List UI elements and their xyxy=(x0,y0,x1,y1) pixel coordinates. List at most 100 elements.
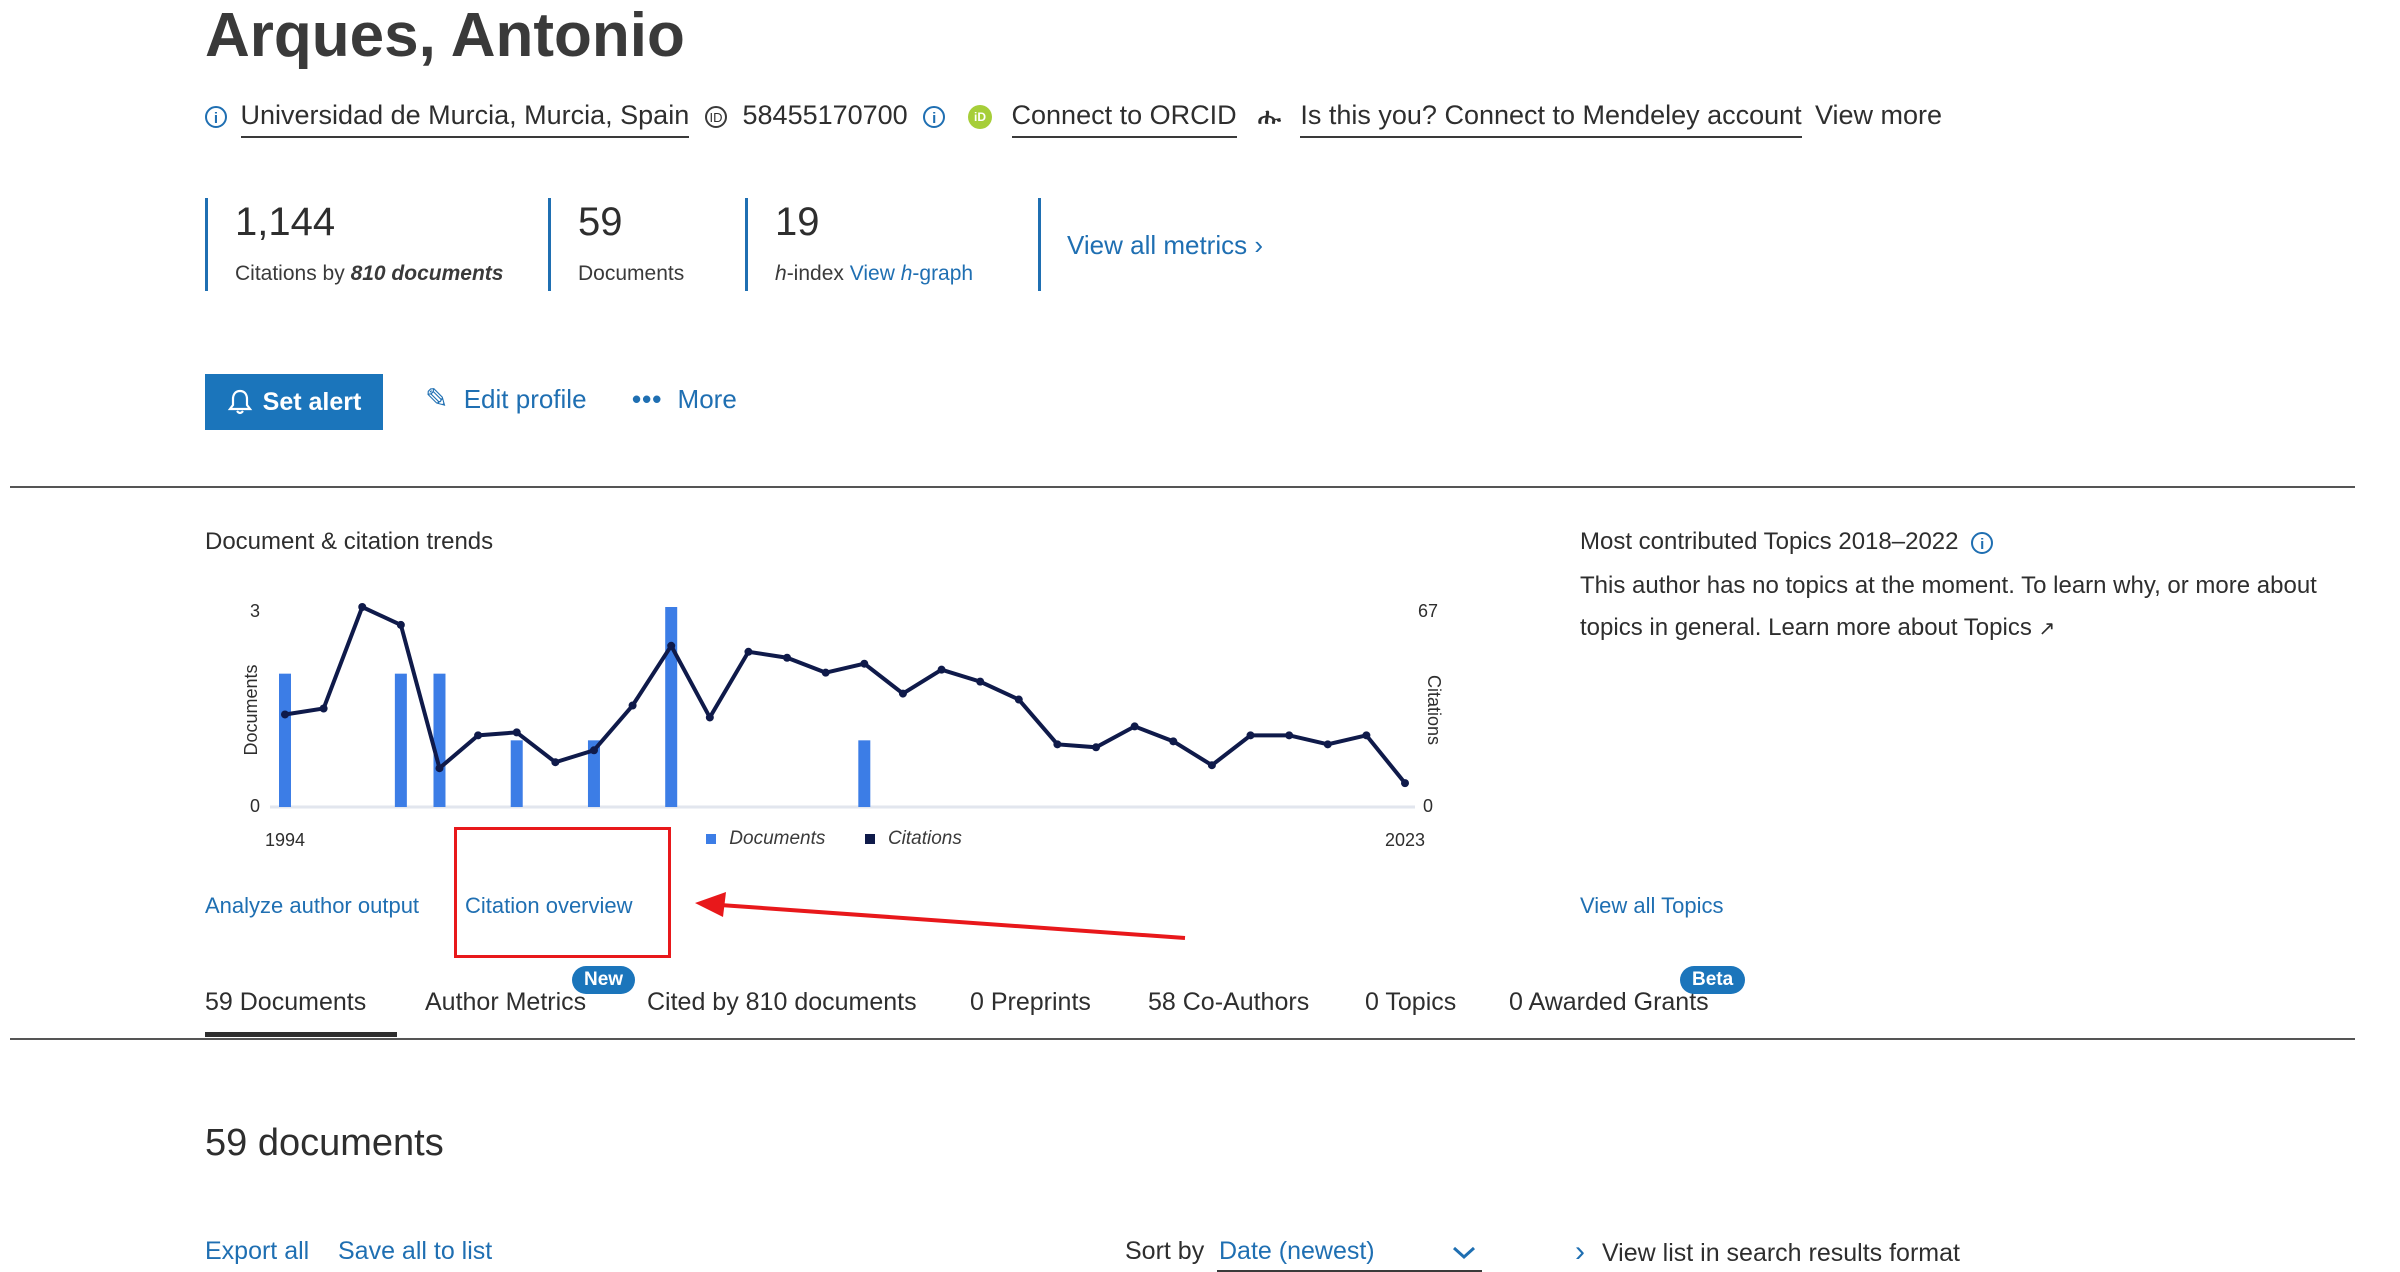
view-more-link[interactable]: View more xyxy=(1815,100,1943,130)
view-hgraph-link[interactable]: View h-graph xyxy=(849,262,974,285)
citations-point xyxy=(1092,743,1101,752)
trends-title: Document & citation trends xyxy=(205,528,494,555)
metric-divider xyxy=(548,198,551,291)
ellipsis-icon: ••• xyxy=(632,384,663,414)
view-all-metrics-link[interactable]: View all metrics › xyxy=(1067,230,1264,260)
tab-preprints[interactable]: 0 Preprints xyxy=(970,988,1091,1016)
chevron-right-icon: › xyxy=(1575,1235,1585,1268)
sort-select-value: Date (newest) xyxy=(1219,1237,1375,1265)
citations-point xyxy=(1207,761,1216,770)
orcid-row: iD Connect to ORCID xyxy=(968,100,1237,138)
tab-co-authors[interactable]: 58 Co-Authors xyxy=(1148,988,1310,1016)
chart-legend: Documents Citations xyxy=(706,828,962,850)
view-list-format-link[interactable]: › View list in search results format xyxy=(1575,1235,1960,1268)
legend-documents-swatch xyxy=(706,834,716,844)
x-axis-end: 2023 xyxy=(1385,830,1425,850)
documents-bar xyxy=(433,673,446,807)
tab-author-metrics[interactable]: Author Metrics xyxy=(425,988,587,1016)
topics-info-icon[interactable]: i xyxy=(1971,531,1994,554)
citations-point xyxy=(898,689,907,698)
documents-bar xyxy=(587,740,600,807)
citations-point xyxy=(667,641,676,650)
citations-point xyxy=(744,647,753,656)
documents-label: Documents xyxy=(578,262,685,285)
citations-point xyxy=(358,603,367,611)
info-icon[interactable]: i xyxy=(205,105,227,128)
author-id-row: ID 58455170700 i xyxy=(705,100,946,131)
citations-point xyxy=(1053,740,1062,749)
author-id: 58455170700 xyxy=(742,100,908,130)
bell-icon xyxy=(227,389,252,415)
external-link-icon[interactable]: ↗ xyxy=(2038,618,2056,640)
citations-point xyxy=(1401,779,1409,788)
mendeley-icon: ሑ xyxy=(1258,103,1281,129)
citations-point xyxy=(1169,737,1178,746)
citations-label: Citations by 810 documents xyxy=(235,262,504,285)
tab-cited-by[interactable]: Cited by 810 documents xyxy=(647,988,917,1016)
tab-topics[interactable]: 0 Topics xyxy=(1365,988,1457,1016)
export-all-link[interactable]: Export all xyxy=(205,1237,310,1265)
affiliation-link[interactable]: Universidad de Murcia, Murcia, Spain xyxy=(240,100,690,138)
legend-documents: Documents xyxy=(729,828,826,849)
citations-point xyxy=(705,713,714,722)
pencil-icon: ✎ xyxy=(425,383,449,414)
right-axis-label: Citations xyxy=(1424,675,1444,745)
active-tab-indicator xyxy=(205,1032,397,1037)
left-axis-label: Documents xyxy=(241,664,261,755)
topics-title-row: Most contributed Topics 2018–2022 i xyxy=(1580,528,1994,556)
right-axis-max: 67 xyxy=(1418,601,1438,621)
citations-point xyxy=(435,764,444,773)
citations-point xyxy=(1362,731,1371,740)
section-divider xyxy=(10,486,2355,488)
save-all-to-list-link[interactable]: Save all to list xyxy=(338,1237,493,1265)
chevron-right-icon: › xyxy=(1254,230,1264,260)
citations-point xyxy=(628,701,637,710)
tabs-divider xyxy=(10,1038,2355,1040)
citations-point xyxy=(1285,731,1294,740)
documents-bar xyxy=(665,607,678,807)
legend-citations: Citations xyxy=(887,828,962,849)
sort-select[interactable]: Date (newest) xyxy=(1217,1232,1482,1272)
chevron-down-icon xyxy=(1452,1246,1476,1260)
documents-count: 59 xyxy=(578,200,623,244)
citations-point xyxy=(860,659,869,668)
citations-point xyxy=(1246,731,1255,740)
set-alert-button[interactable]: Set alert xyxy=(205,374,383,430)
left-axis-min: 0 xyxy=(250,796,260,816)
topics-text-line1: This author has no topics at the moment.… xyxy=(1580,572,2317,599)
topics-title: Most contributed Topics 2018–2022 xyxy=(1580,528,1959,555)
mendeley-row: ሑ Is this you? Connect to Mendeley accou… xyxy=(1258,100,1802,138)
left-axis-max: 3 xyxy=(250,601,260,621)
citations-point xyxy=(976,677,985,686)
connect-orcid-link[interactable]: Connect to ORCID xyxy=(1011,100,1237,138)
metric-divider xyxy=(1038,198,1041,291)
documents-bar xyxy=(279,673,291,807)
metric-divider xyxy=(205,198,208,291)
citations-count: 1,144 xyxy=(235,200,336,244)
edit-profile-link[interactable]: ✎ Edit profile xyxy=(425,383,587,414)
citations-point xyxy=(937,665,946,674)
citations-point xyxy=(512,728,521,737)
documents-bar xyxy=(394,673,407,807)
citations-point xyxy=(551,758,560,767)
tab-awarded-grants[interactable]: 0 Awarded Grants xyxy=(1509,988,1709,1016)
trends-chart: 3 0 Documents 67 0 Citations 1994 2023 xyxy=(241,601,1444,850)
citations-point xyxy=(474,731,483,740)
metric-divider xyxy=(745,198,748,291)
citations-point xyxy=(1014,695,1023,704)
citations-point xyxy=(821,668,830,677)
analyze-author-output-link[interactable]: Analyze author output xyxy=(205,893,420,918)
connect-mendeley-link[interactable]: Is this you? Connect to Mendeley account xyxy=(1300,100,1802,138)
author-name: Arques, Antonio xyxy=(205,1,685,70)
more-link[interactable]: ••• More xyxy=(632,384,737,414)
view-all-topics-link[interactable]: View all Topics xyxy=(1580,893,1724,918)
tab-documents[interactable]: 59 Documents xyxy=(205,988,367,1016)
beta-badge: Beta xyxy=(1680,966,1746,994)
citations-point xyxy=(1130,722,1139,731)
citation-overview-link[interactable]: Citation overview xyxy=(465,893,633,918)
affiliation-row: i Universidad de Murcia, Murcia, Spain xyxy=(205,100,690,138)
legend-citations-swatch xyxy=(864,834,875,844)
right-axis-min: 0 xyxy=(1423,796,1433,816)
author-id-info-icon[interactable]: i xyxy=(923,105,946,128)
orcid-icon: iD xyxy=(968,104,992,129)
